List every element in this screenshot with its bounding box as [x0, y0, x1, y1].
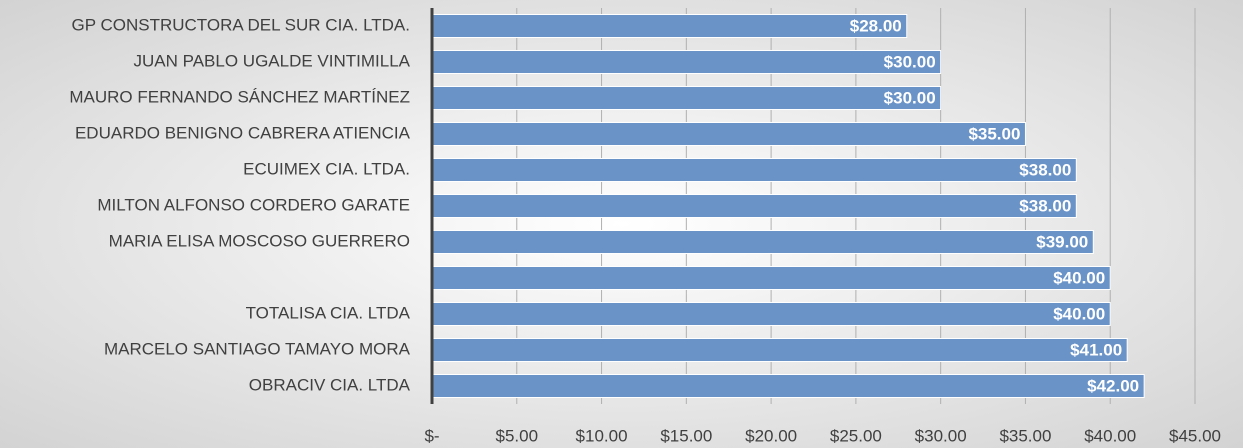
x-tick-label: $40.00: [1084, 426, 1136, 445]
y-tick-label: ECUIMEX CIA. LTDA.: [243, 159, 410, 178]
y-tick-label: EDUARDO BENIGNO CABRERA ATIENCIA: [75, 123, 411, 142]
data-label: $30.00: [884, 88, 936, 107]
x-tick-label: $20.00: [745, 426, 797, 445]
bar: [431, 86, 942, 110]
y-tick-label: MAURO FERNANDO SÁNCHEZ MARTÍNEZ: [69, 87, 410, 106]
data-label: $35.00: [968, 124, 1020, 143]
x-tick-label: $10.00: [576, 426, 628, 445]
bar: [431, 194, 1077, 218]
x-tick-label: $45.00: [1169, 426, 1221, 445]
data-label: $38.00: [1019, 196, 1071, 215]
y-tick-label: OBRACIV CIA. LTDA: [249, 375, 411, 394]
bar: [431, 338, 1128, 362]
x-tick-label: $30.00: [915, 426, 967, 445]
bar: [431, 122, 1026, 146]
y-tick-label: GP CONSTRUCTORA DEL SUR CIA. LTDA.: [72, 15, 411, 34]
data-label: $40.00: [1053, 304, 1105, 323]
data-label: $40.00: [1053, 268, 1105, 287]
data-label: $41.00: [1070, 340, 1122, 359]
x-tick-label: $5.00: [496, 426, 539, 445]
data-label: $28.00: [850, 16, 902, 35]
bar: [431, 158, 1077, 182]
y-tick-label: TOTALISA CIA. LTDA: [246, 303, 411, 322]
y-tick-label: MILTON ALFONSO CORDERO GARATE: [97, 195, 410, 214]
data-label: $42.00: [1087, 376, 1139, 395]
bar: [431, 14, 908, 38]
y-tick-label: JUAN PABLO UGALDE VINTIMILLA: [134, 51, 411, 70]
bar: [431, 230, 1094, 254]
data-label: $39.00: [1036, 232, 1088, 251]
y-tick-label: MARCELO SANTIAGO TAMAYO MORA: [104, 339, 411, 358]
bar: [431, 50, 942, 74]
bar: [431, 374, 1145, 398]
bar: [431, 302, 1111, 326]
bar: [431, 266, 1111, 290]
data-label: $38.00: [1019, 160, 1071, 179]
x-tick-label: $25.00: [830, 426, 882, 445]
y-tick-label: MARIA ELISA MOSCOSO GUERRERO: [109, 231, 410, 250]
x-tick-label: $-: [424, 426, 439, 445]
x-tick-label: $15.00: [660, 426, 712, 445]
x-tick-label: $35.00: [999, 426, 1051, 445]
data-label: $30.00: [884, 52, 936, 71]
